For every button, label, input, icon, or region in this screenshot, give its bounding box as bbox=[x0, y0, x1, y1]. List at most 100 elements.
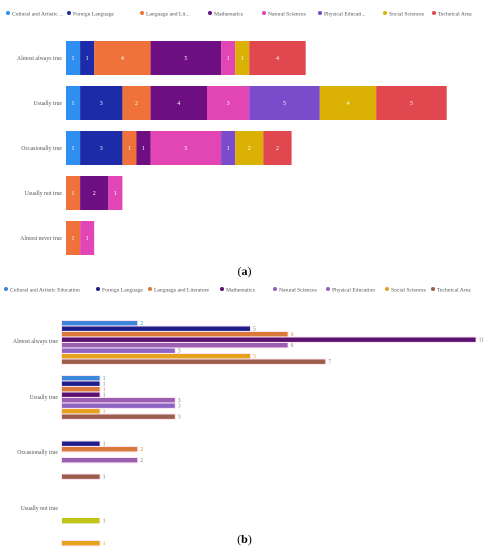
bar-label-b-almost-always-true-physical-education: 3 bbox=[178, 349, 181, 355]
bar-a-almost-always-true-social-sciences bbox=[235, 41, 250, 75]
bar-label-a-occasionally-true-social-sciences: 2 bbox=[248, 146, 251, 152]
bar-label-b-almost-always-true-natural-sciences: 6 bbox=[291, 343, 294, 349]
bar-label-b-usually-true-mathematics: 1 bbox=[103, 393, 106, 399]
bar-label-b-occasionally-true-technical-area: 1 bbox=[103, 475, 106, 481]
legend-label-b-cultural-and-artistic-education: Cultural and Artistic Education bbox=[10, 288, 80, 294]
bar-label-b-usually-true-language-and-literature: 1 bbox=[103, 387, 106, 393]
bar-a-almost-always-true-language-and-literature bbox=[94, 41, 151, 75]
bar-b-almost-always-true-technical-area bbox=[62, 359, 326, 364]
bar-b-almost-always-true-social-sciences bbox=[62, 354, 250, 359]
bar-label-b-occasionally-true-natural-sciences: 2 bbox=[140, 458, 143, 464]
legend-marker-b-language-and-literature bbox=[148, 287, 152, 291]
bar-label-a-occasionally-true-cultural-and-artistic-education: 1 bbox=[72, 146, 75, 152]
bar-b-usually-true-natural-sciences bbox=[62, 398, 175, 403]
bar-label-a-almost-always-true-language-and-literature: 4 bbox=[121, 56, 124, 62]
bar-label-b-almost-always-true-cultural-and-artistic-education: 2 bbox=[140, 321, 143, 327]
legend-label-a-foreign-language: Foreign Language bbox=[73, 12, 114, 18]
category-label-a-usually-true: Usually true bbox=[34, 101, 63, 107]
bar-b-almost-always-true-mathematics bbox=[62, 337, 476, 342]
legend-label-b-social-sciences: Social Sciences bbox=[391, 288, 426, 294]
bar-b-usually-true-physical-education bbox=[62, 403, 175, 408]
bar-a-almost-always-true-foreign-language bbox=[80, 41, 95, 75]
bar-a-occasionally-true-cultural-and-artistic-education bbox=[66, 131, 81, 165]
bar-label-b-usually-true-foreign-language: 1 bbox=[103, 382, 106, 388]
bar-b-occasionally-true-technical-area bbox=[62, 474, 100, 479]
category-label-a-almost-never-true: Almost never true bbox=[20, 236, 62, 242]
bar-label-b-usually-not-true-social-sciences: 1 bbox=[103, 541, 106, 547]
legend-marker-b-foreign-language bbox=[96, 287, 100, 291]
bar-label-a-almost-always-true-natural-sciences: 1 bbox=[227, 56, 230, 62]
bar-label-a-almost-always-true-foreign-language: 1 bbox=[86, 56, 89, 62]
bar-label-a-occasionally-true-foreign-language: 3 bbox=[100, 146, 103, 152]
bar-b-almost-always-true-language-and-literature bbox=[62, 332, 288, 337]
bar-label-b-usually-true-physical-education: 3 bbox=[178, 404, 181, 410]
bar-label-b-usually-true-social-sciences: 1 bbox=[103, 409, 106, 415]
bar-a-occasionally-true-natural-sciences bbox=[150, 131, 222, 165]
legend-label-a-technical-area: Technical Area bbox=[438, 12, 472, 18]
bar-a-almost-never-true-language-and-literature bbox=[66, 221, 81, 255]
bar-b-almost-always-true-foreign-language bbox=[62, 326, 250, 331]
bar-label-a-occasionally-true-mathematics: 1 bbox=[142, 146, 145, 152]
bar-label-a-occasionally-true-language-and-literature: 1 bbox=[128, 146, 131, 152]
category-label-a-almost-always-true: Almost always true bbox=[17, 56, 63, 62]
bar-b-occasionally-true-language-and-literature bbox=[62, 447, 138, 452]
bar-b-occasionally-true-natural-sciences bbox=[62, 458, 138, 463]
bar-b-usually-true-social-sciences bbox=[62, 409, 100, 414]
legend-marker-a-natural-sciences bbox=[262, 11, 266, 15]
bar-label-b-almost-always-true-technical-area: 7 bbox=[328, 360, 331, 366]
bar-a-almost-always-true-mathematics bbox=[150, 41, 222, 75]
bar-a-occasionally-true-technical-area bbox=[263, 131, 292, 165]
bar-label-a-usually-true-technical-area: 5 bbox=[410, 101, 413, 107]
legend-label-b-technical-area: Technical Area bbox=[437, 288, 471, 294]
bar-a-usually-not-true-natural-sciences bbox=[108, 176, 123, 210]
bar-b-usually-true-foreign-language bbox=[62, 381, 100, 386]
bar-label-a-occasionally-true-technical-area: 2 bbox=[276, 146, 279, 152]
bar-a-occasionally-true-mathematics bbox=[136, 131, 151, 165]
legend-marker-b-social-sciences bbox=[385, 287, 389, 291]
bar-b-usually-true-technical-area bbox=[62, 414, 175, 419]
bar-label-b-occasionally-true-language-and-literature: 2 bbox=[140, 447, 143, 453]
bar-label-a-almost-always-true-mathematics: 5 bbox=[184, 56, 187, 62]
bar-label-a-almost-never-true-natural-sciences: 1 bbox=[86, 236, 89, 242]
bar-b-extra-usually-not-true bbox=[62, 518, 100, 524]
bar-label-a-almost-always-true-technical-area: 4 bbox=[276, 56, 279, 62]
category-label-b-almost-always-true: Almost always true bbox=[13, 339, 59, 345]
bar-a-occasionally-true-language-and-literature bbox=[122, 131, 137, 165]
legend-marker-a-language-and-literature bbox=[140, 11, 144, 15]
caption-a-letter: a bbox=[241, 264, 248, 278]
bar-label-a-usually-true-mathematics: 4 bbox=[177, 101, 180, 107]
legend-label-a-physical-education: Physical Educati... bbox=[324, 12, 366, 18]
category-label-b-usually-true: Usually true bbox=[30, 395, 59, 401]
bar-label-a-almost-never-true-language-and-literature: 1 bbox=[72, 236, 75, 242]
legend-label-a-social-sciences: Social Sciences bbox=[389, 12, 424, 18]
caption-a: (a) bbox=[237, 264, 252, 278]
bar-label-a-usually-true-cultural-and-artistic-education: 1 bbox=[72, 101, 75, 107]
caption-b: (b) bbox=[237, 532, 252, 546]
legend-label-b-foreign-language: Foreign Language bbox=[102, 288, 143, 294]
bar-label-b-almost-always-true-language-and-literature: 6 bbox=[291, 332, 294, 338]
bar-label-b-usually-true-technical-area: 3 bbox=[178, 415, 181, 421]
legend-label-a-mathematics: Mathematics bbox=[214, 12, 243, 18]
legend-marker-a-technical-area bbox=[432, 11, 436, 15]
bar-a-usually-true-social-sciences bbox=[319, 86, 377, 120]
bar-a-usually-true-technical-area bbox=[376, 86, 447, 120]
legend-marker-a-cultural-and-artistic-education bbox=[6, 11, 10, 15]
bar-a-almost-always-true-technical-area bbox=[249, 41, 306, 75]
bar-a-usually-not-true-mathematics bbox=[80, 176, 109, 210]
legend-marker-a-mathematics bbox=[208, 11, 212, 15]
bar-a-usually-true-natural-sciences bbox=[207, 86, 250, 120]
bar-label-b-extra-usually-not-true: 1 bbox=[103, 519, 106, 525]
bar-label-a-usually-true-social-sciences: 4 bbox=[347, 101, 350, 107]
caption-b-letter: b bbox=[241, 532, 248, 546]
legend-marker-a-social-sciences bbox=[383, 11, 387, 15]
bar-label-a-usually-not-true-language-and-literature: 1 bbox=[72, 191, 75, 197]
category-label-b-usually-not-true: Usually not true bbox=[21, 506, 59, 512]
bar-b-almost-always-true-physical-education bbox=[62, 348, 175, 353]
bar-a-usually-not-true-language-and-literature bbox=[66, 176, 81, 210]
bar-label-a-usually-true-foreign-language: 3 bbox=[100, 101, 103, 107]
bar-b-usually-not-true-social-sciences bbox=[62, 541, 100, 546]
bar-label-b-usually-true-natural-sciences: 3 bbox=[178, 398, 181, 404]
bar-label-a-occasionally-true-physical-education: 1 bbox=[227, 146, 230, 152]
legend-label-a-language-and-literature: Language and Lit... bbox=[146, 12, 190, 18]
